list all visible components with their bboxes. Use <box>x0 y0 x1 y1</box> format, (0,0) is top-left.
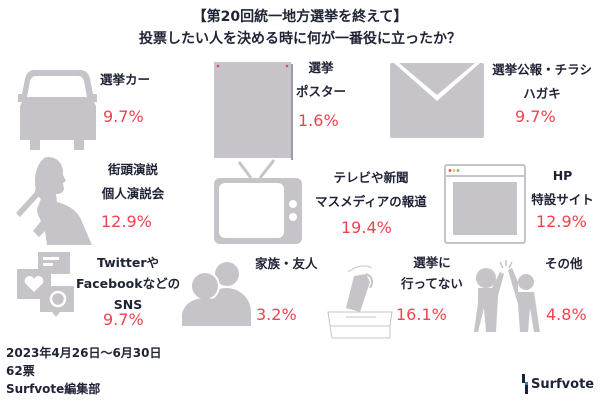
label-media-line: テレビや新聞 <box>333 170 409 185</box>
percent-speech: 12.9% <box>101 212 152 231</box>
tv-icon <box>214 159 302 244</box>
percent-media: 19.4% <box>341 218 392 237</box>
high-five-icon <box>474 260 540 332</box>
percent-envelope: 9.7% <box>515 107 556 126</box>
percent-website: 12.9% <box>536 212 587 231</box>
label-website: HP 特設サイト <box>525 164 600 212</box>
logo-mark-icon <box>522 374 528 394</box>
label-sns-line: SNS <box>113 297 143 312</box>
percent-car: 9.7% <box>103 107 144 126</box>
sns-icon <box>17 252 74 317</box>
label-speech-line: 個人演説会 <box>101 186 165 201</box>
label-media: テレビや新聞 マスメディアの報道 <box>303 166 439 214</box>
label-speech: 街頭演説 個人演説会 <box>95 158 171 206</box>
label-sns-line: Facebookなどの <box>76 276 181 291</box>
title-line-1: 【第20回統一地方選挙を終えて】 <box>192 9 408 25</box>
label-no-vote-line: 選挙に <box>413 255 451 270</box>
label-envelope: 選挙公報・チラシ ハガキ <box>484 58 600 106</box>
label-other: その他 <box>545 256 583 271</box>
title-line-2: 投票したい人を決める時に何が一番役に立ったか？ <box>139 31 461 47</box>
percent-poster: 1.6% <box>298 111 339 130</box>
label-speech-line: 街頭演説 <box>107 162 158 177</box>
label-envelope-line: ハガキ <box>523 86 561 101</box>
label-website-line: HP <box>552 168 573 183</box>
label-sns: Twitterや Facebookなどの SNS <box>76 252 180 315</box>
percent-family: 3.2% <box>256 305 297 324</box>
label-envelope-line: 選挙公報・チラシ <box>492 62 592 77</box>
label-no-vote-line: 行ってない <box>401 276 463 291</box>
poster-icon <box>214 62 293 160</box>
speaker-icon <box>16 157 92 245</box>
surfvote-logo: Surfvote <box>522 374 594 394</box>
ballot-box-icon <box>327 265 393 339</box>
percent-no-vote: 16.1% <box>396 305 447 324</box>
label-website-line: 特設サイト <box>531 192 594 207</box>
label-poster-line: 選挙 <box>308 60 334 75</box>
logo-text: Surfvote <box>531 376 595 392</box>
people-icon <box>182 262 251 326</box>
label-family: 家族・友人 <box>255 256 318 271</box>
label-poster-line: ポスター <box>295 84 346 99</box>
label-car: 選挙カー <box>100 72 151 87</box>
envelope-icon <box>390 63 484 138</box>
label-poster: 選挙 ポスター <box>293 56 349 104</box>
label-sns-line: Twitterや <box>96 255 160 270</box>
label-media-line: マスメディアの報道 <box>315 194 427 209</box>
survey-period: 2023年4月26日〜6月30日 <box>6 346 162 360</box>
car-icon <box>18 70 97 150</box>
label-no-vote: 選挙に 行ってない <box>394 252 470 294</box>
editor-credit: Surfvote編集部 <box>6 382 101 396</box>
percent-sns: 9.7% <box>103 310 144 329</box>
percent-other: 4.8% <box>546 305 587 324</box>
browser-icon <box>444 164 526 244</box>
vote-count: 62票 <box>6 364 35 378</box>
